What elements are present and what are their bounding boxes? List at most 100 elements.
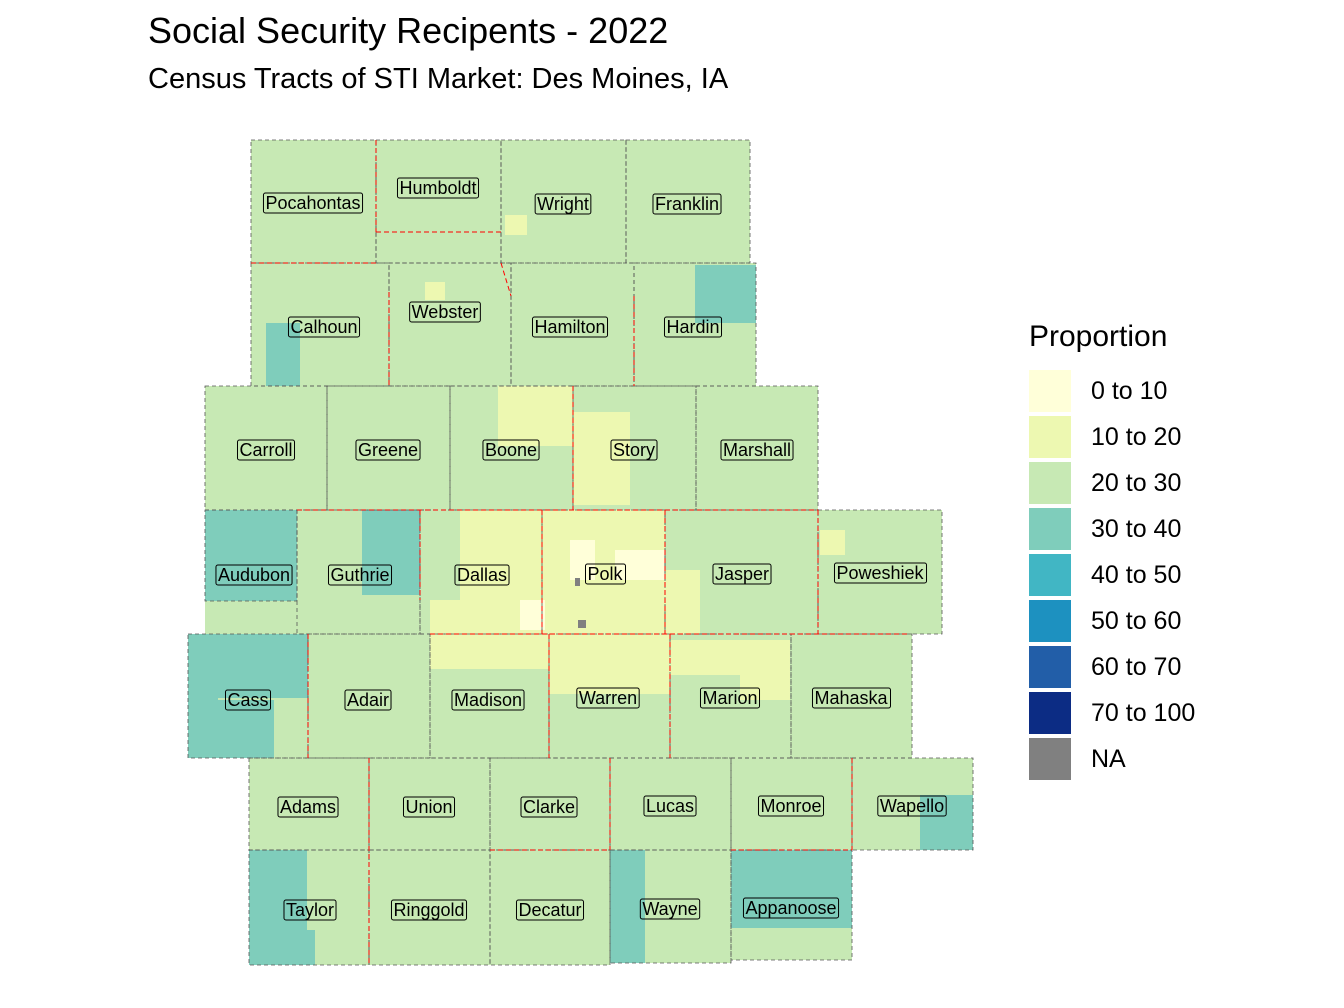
- tract-patch: [520, 600, 545, 630]
- county-label-pocahontas: Pocahontas: [262, 192, 364, 214]
- county-fill: [376, 140, 501, 263]
- county-border: [609, 849, 732, 964]
- tract-patch: [695, 265, 756, 323]
- county-border: [419, 509, 543, 635]
- county-border: [489, 757, 611, 851]
- label-box: [396, 177, 480, 199]
- label-box: [482, 439, 540, 461]
- tract-patch: [610, 850, 645, 963]
- label-box: [327, 564, 393, 586]
- legend-label: 20 to 30: [1091, 468, 1182, 497]
- county-fill: [511, 263, 634, 386]
- county-name: Carroll: [239, 440, 292, 460]
- legend-label: 10 to 20: [1091, 422, 1182, 451]
- county-fill: [696, 386, 818, 510]
- legend-title: Proportion: [1029, 320, 1168, 353]
- county-border: [625, 139, 751, 264]
- label-box: [520, 796, 578, 818]
- county-name: Warren: [579, 688, 637, 708]
- county-name: Monroe: [760, 796, 821, 816]
- county-label-adams: Adams: [277, 796, 339, 818]
- tract-patch: [740, 660, 790, 700]
- county-name: Decatur: [518, 900, 581, 920]
- legend-swatch: [1029, 738, 1071, 780]
- label-box: [451, 689, 525, 711]
- label-box: [283, 899, 337, 921]
- tract-patch: [266, 323, 300, 386]
- label-box: [811, 687, 892, 709]
- legend-swatch: [1029, 416, 1071, 458]
- label-box: [643, 795, 697, 817]
- county-label-greene: Greene: [355, 439, 421, 461]
- county-name: Marion: [702, 688, 757, 708]
- county-fill: [327, 386, 450, 510]
- county-fill: [490, 850, 610, 965]
- label-box: [639, 898, 701, 920]
- county-name: Jasper: [715, 564, 769, 584]
- county-label-webster: Webster: [409, 301, 481, 323]
- label-box: [344, 689, 392, 711]
- legend-item: 20 to 30: [1029, 460, 1195, 506]
- market-boundary-line: [500, 262, 512, 297]
- tract-patch: [205, 510, 297, 601]
- county-border: [790, 633, 913, 759]
- tract-patch: [188, 634, 308, 698]
- label-box: [531, 316, 609, 338]
- legend-item: 0 to 10: [1029, 368, 1195, 414]
- legend-swatch: [1029, 646, 1071, 688]
- tract-patch: [573, 412, 630, 505]
- legend-item: 30 to 40: [1029, 506, 1195, 552]
- county-name: Madison: [454, 690, 522, 710]
- county-name: Webster: [412, 302, 479, 322]
- legend-item: 50 to 60: [1029, 598, 1195, 644]
- county-name: Boone: [485, 440, 537, 460]
- county-name: Audubon: [218, 565, 290, 585]
- county-name: Hardin: [666, 317, 719, 337]
- county-label-cass: Cass: [224, 689, 272, 711]
- legend-swatch: [1029, 508, 1071, 550]
- label-box: [720, 439, 794, 461]
- county-label-wright: Wright: [534, 193, 592, 215]
- county-name: Guthrie: [330, 565, 389, 585]
- county-name: Clarke: [523, 797, 575, 817]
- county-fill: [791, 634, 912, 758]
- county-label-clarke: Clarke: [520, 796, 578, 818]
- county-label-hardin: Hardin: [663, 316, 723, 338]
- legend-label: NA: [1091, 744, 1126, 773]
- county-fill: [490, 758, 610, 850]
- county-label-ringgold: Ringgold: [390, 899, 468, 921]
- tract-patch: [362, 510, 420, 595]
- label-box: [224, 689, 272, 711]
- county-label-mahaska: Mahaska: [811, 687, 892, 709]
- county-name: Wright: [537, 194, 589, 214]
- county-name: Wayne: [642, 899, 697, 919]
- legend-swatch: [1029, 554, 1071, 596]
- tract-patch: [731, 850, 852, 928]
- tract-patch: [505, 215, 527, 235]
- label-box: [757, 795, 825, 817]
- county-label-taylor: Taylor: [283, 899, 337, 921]
- county-name: Adams: [280, 797, 336, 817]
- legend-swatch: [1029, 692, 1071, 734]
- county-label-appanoose: Appanoose: [742, 897, 840, 919]
- label-box: [742, 897, 840, 919]
- tract-patch: [575, 578, 580, 586]
- label-box: [287, 316, 361, 338]
- county-name: Poweshiek: [836, 563, 924, 583]
- legend-label: 30 to 40: [1091, 514, 1182, 543]
- county-border: [851, 757, 974, 851]
- county-label-warren: Warren: [576, 687, 640, 709]
- county-fill: [731, 758, 852, 850]
- county-label-audubon: Audubon: [215, 564, 293, 586]
- tract-patch: [578, 620, 586, 628]
- label-box: [699, 687, 761, 709]
- legend-item: 70 to 100: [1029, 690, 1195, 736]
- label-box: [534, 193, 592, 215]
- county-name: Greene: [358, 440, 418, 460]
- legend-label: 40 to 50: [1091, 560, 1182, 589]
- tract-patch: [188, 690, 218, 758]
- county-label-lucas: Lucas: [643, 795, 697, 817]
- county-name: Franklin: [655, 194, 719, 214]
- county-label-franklin: Franklin: [652, 193, 722, 215]
